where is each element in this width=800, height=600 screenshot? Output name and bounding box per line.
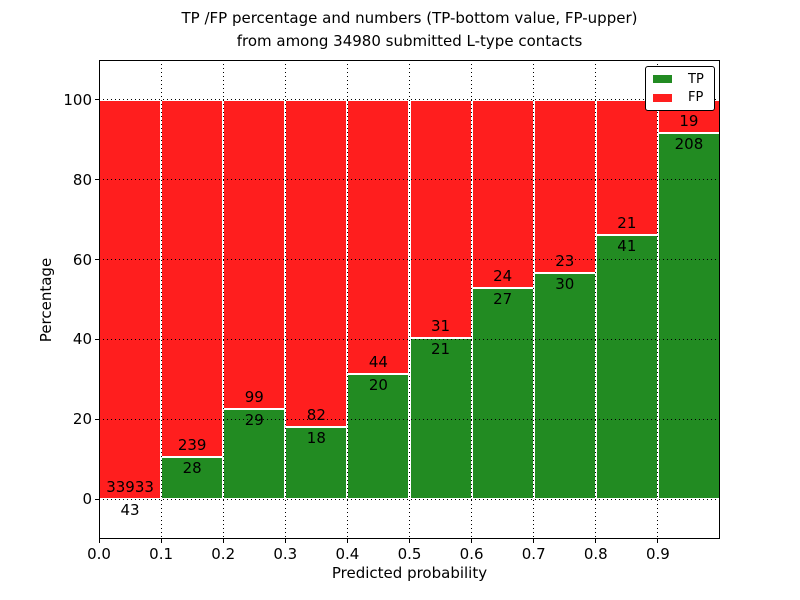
legend-entry-fp: FP [653, 91, 714, 104]
y-tick-label: 100 [63, 90, 92, 109]
y-tick-label: 60 [72, 250, 92, 269]
legend-label-tp: TP [688, 71, 704, 87]
v-gridline [160, 60, 162, 539]
y-axis-tick [95, 259, 99, 261]
tp-color-swatch [653, 75, 672, 84]
fp-count-label: 24 [493, 266, 513, 285]
x-axis-tick [98, 539, 100, 543]
x-axis-label: Predicted probability [331, 564, 488, 582]
bar-fp-segment [471, 99, 534, 288]
y-axis-tick [95, 338, 99, 340]
v-gridline [471, 60, 473, 539]
x-axis-tick [284, 539, 286, 543]
bar-tp-segment [657, 133, 720, 500]
legend-entry-tp: TP [653, 73, 714, 86]
bar-fp-segment [161, 99, 224, 458]
y-tick-label: 40 [72, 330, 92, 349]
x-axis-tick [222, 539, 224, 543]
bar-tp-segment [595, 235, 658, 500]
bar-fp-segment [595, 99, 658, 236]
tp-count-label: 20 [368, 376, 388, 395]
fp-count-label: 239 [177, 436, 207, 455]
tp-count-label: 208 [674, 135, 704, 154]
legend: TP FP [645, 66, 715, 111]
v-gridline [346, 60, 348, 539]
y-axis-tick [95, 498, 99, 500]
x-tick-label: 0.9 [645, 545, 670, 563]
v-gridline [657, 60, 659, 539]
x-tick-label: 0.2 [211, 545, 236, 563]
x-tick-label: 0.4 [335, 545, 360, 563]
fp-color-swatch [653, 93, 672, 102]
y-axis-tick [95, 179, 99, 181]
bar-tp-segment [409, 337, 472, 500]
legend-label-fp: FP [688, 90, 704, 106]
y-axis-tick [95, 418, 99, 420]
y-tick-label: 20 [72, 410, 92, 429]
x-tick-label: 0.6 [459, 545, 484, 563]
x-axis-tick [657, 539, 659, 543]
v-gridline [284, 60, 286, 539]
bar-tp-segment [223, 408, 286, 500]
v-gridline [533, 60, 535, 539]
bar-tp-segment [533, 273, 596, 500]
bar-fp-segment [409, 99, 472, 338]
fp-count-label: 33933 [106, 477, 154, 496]
tp-count-label: 43 [120, 500, 140, 519]
bar-fp-segment [347, 99, 410, 375]
chart-title-line-1: TP /FP percentage and numbers (TP-bottom… [181, 9, 638, 27]
bar-tp-segment [347, 374, 410, 500]
x-tick-label: 0.0 [87, 545, 111, 563]
fp-count-label: 99 [244, 387, 264, 406]
bar-tp-segment [285, 427, 348, 500]
x-axis-tick [346, 539, 348, 543]
x-axis-tick [160, 539, 162, 543]
fp-count-label: 82 [306, 406, 326, 425]
x-tick-label: 0.7 [521, 545, 546, 563]
tp-count-label: 18 [306, 429, 326, 448]
bar-fp-segment [285, 99, 348, 428]
x-axis-tick [533, 539, 535, 543]
fp-count-label: 19 [679, 112, 699, 131]
bar-fp-segment [99, 99, 162, 499]
x-tick-label: 0.8 [583, 545, 608, 563]
x-tick-label: 0.3 [273, 545, 298, 563]
v-gridline [222, 60, 224, 539]
tp-count-label: 28 [182, 459, 202, 478]
tp-count-label: 21 [431, 339, 451, 358]
y-axis-tick [95, 99, 99, 101]
y-tick-label: 80 [72, 170, 92, 189]
tp-count-label: 27 [493, 289, 513, 308]
x-tick-label: 0.1 [149, 545, 174, 563]
bar-tp-segment [471, 287, 534, 500]
fp-count-label: 21 [617, 214, 637, 233]
bar-fp-segment [533, 99, 596, 274]
fp-count-label: 44 [368, 353, 388, 372]
chart-title-line-2: from among 34980 submitted L-type contac… [236, 31, 583, 50]
x-tick-label: 0.5 [397, 545, 422, 563]
v-gridline [595, 60, 597, 539]
y-tick-label: 0 [82, 490, 92, 509]
tp-count-label: 41 [617, 237, 637, 256]
x-axis-tick [595, 539, 597, 543]
bar-fp-segment [223, 99, 286, 409]
chart-title: TP /FP percentage and numbers (TP-bottom… [99, 7, 720, 52]
fp-count-label: 23 [555, 252, 575, 271]
tp-count-label: 30 [555, 275, 575, 294]
v-gridline [409, 60, 410, 539]
x-axis-tick [409, 539, 410, 543]
x-axis-tick [471, 539, 473, 543]
fp-count-label: 31 [431, 316, 451, 335]
tp-count-label: 29 [244, 410, 264, 429]
